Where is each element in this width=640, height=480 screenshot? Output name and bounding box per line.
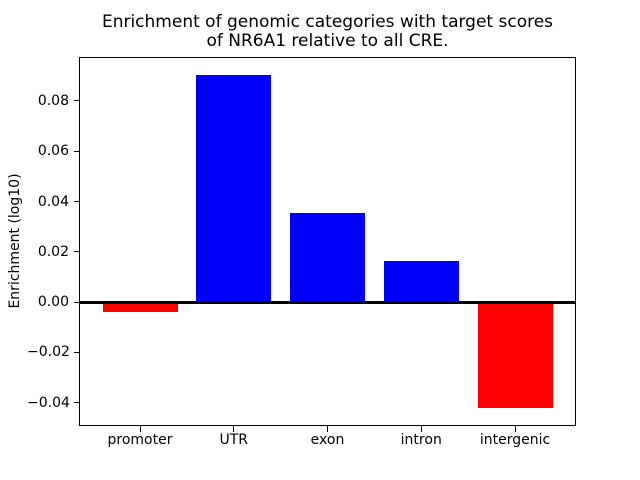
x-tick-mark bbox=[233, 426, 235, 432]
x-tick-mark bbox=[327, 426, 328, 432]
y-tick-label: 0.08 bbox=[37, 92, 69, 109]
y-tick-mark bbox=[74, 351, 80, 353]
x-tick-mark bbox=[139, 426, 141, 432]
bar-promoter bbox=[102, 302, 178, 313]
y-tick-label: 0.04 bbox=[37, 193, 69, 210]
zero-line bbox=[80, 300, 575, 304]
chart-title: Enrichment of genomic categories with ta… bbox=[101, 12, 554, 51]
x-tick-label: UTR bbox=[219, 432, 249, 448]
x-tick-label: intron bbox=[400, 432, 442, 448]
y-tick-label: −0.02 bbox=[27, 344, 70, 361]
x-tick-label: exon bbox=[310, 432, 345, 448]
bar-intergenic bbox=[477, 302, 553, 408]
y-tick-label: 0.00 bbox=[37, 294, 69, 311]
x-tick-label: promoter bbox=[107, 432, 173, 448]
y-tick-mark bbox=[74, 100, 80, 102]
x-tick-label: intergenic bbox=[479, 432, 551, 448]
y-tick-mark bbox=[74, 251, 80, 253]
bar-intron bbox=[383, 260, 459, 303]
plot-area: 0.08 0.06 0.04 0.02 0.00 −0.02 −0.04 promoter UT… bbox=[27, 57, 576, 448]
y-axis-label: Enrichment (log10) bbox=[7, 173, 23, 309]
y-tick-label: −0.04 bbox=[27, 394, 70, 411]
y-tick-mark bbox=[74, 150, 80, 152]
y-tick-label: 0.06 bbox=[37, 143, 69, 160]
bar-exon bbox=[290, 212, 365, 303]
bar-UTR bbox=[196, 74, 272, 303]
y-tick-label: 0.02 bbox=[37, 243, 69, 260]
x-tick-mark bbox=[420, 426, 422, 432]
y-tick-mark bbox=[74, 402, 80, 404]
x-tick-mark bbox=[514, 426, 516, 432]
y-tick-mark bbox=[74, 301, 80, 303]
y-tick-mark bbox=[74, 201, 80, 203]
